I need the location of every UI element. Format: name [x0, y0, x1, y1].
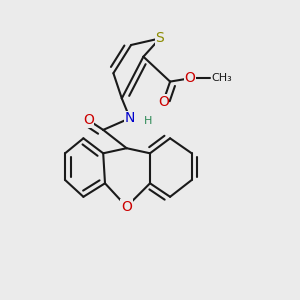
Text: CH₃: CH₃ [212, 73, 232, 83]
Text: H: H [143, 116, 152, 126]
Text: O: O [184, 71, 195, 85]
Text: O: O [158, 95, 169, 109]
Text: S: S [155, 32, 164, 45]
Text: O: O [83, 113, 94, 127]
Text: N: N [125, 111, 135, 125]
Text: O: O [121, 200, 132, 214]
